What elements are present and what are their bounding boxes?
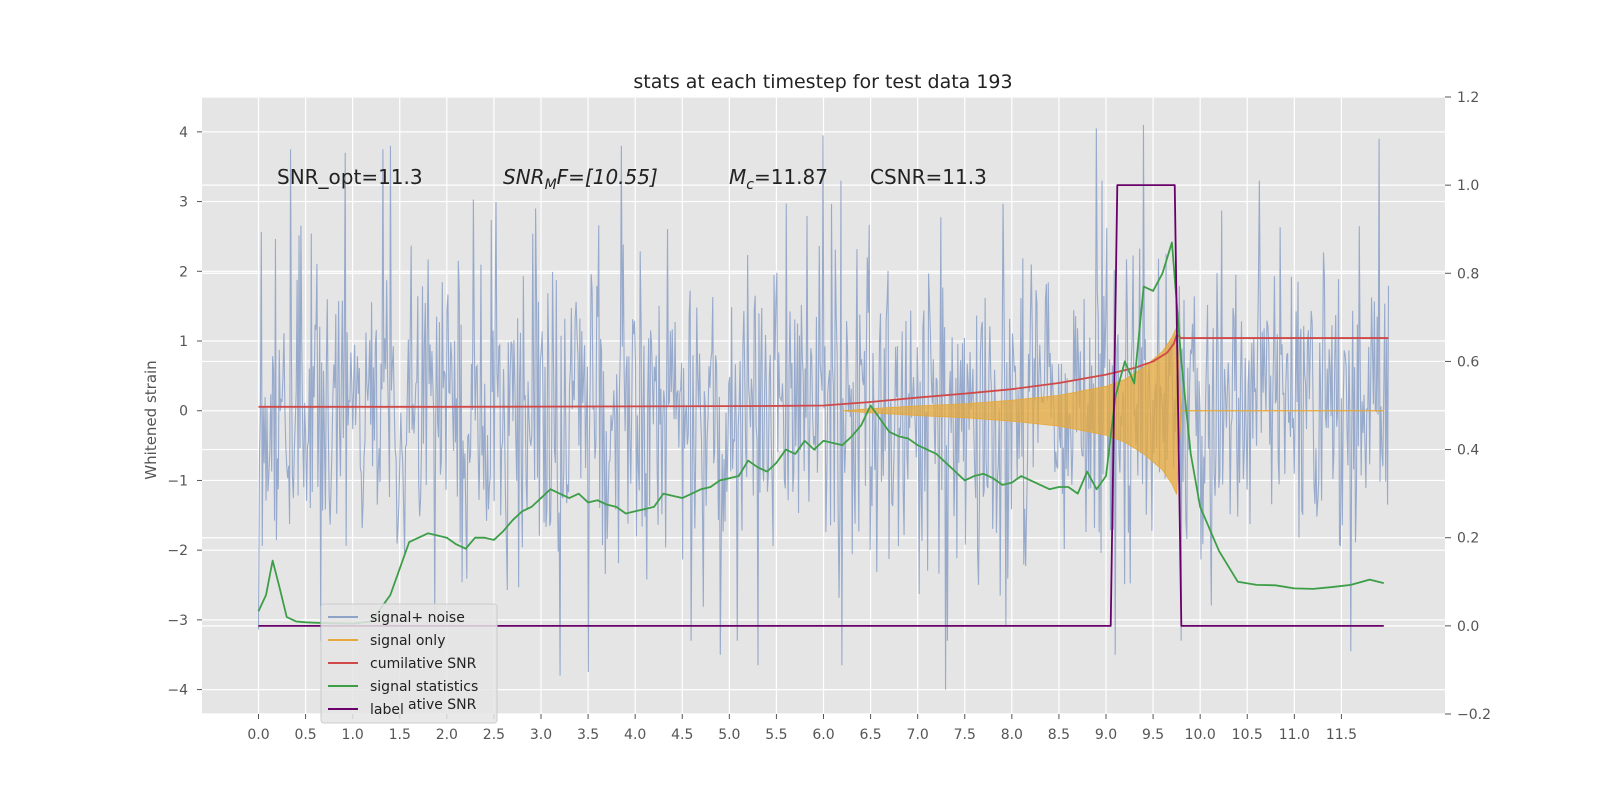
y2-tick-label-5: 0.8 bbox=[1457, 266, 1479, 282]
x-axis: 0.0 0.5 1.0 1.5 2.0 2.5 3.0 3.5 4.0 4.5 5.0 5.5 6.0 6… bbox=[247, 714, 1357, 743]
y-axis-label: Whitened strain bbox=[142, 360, 160, 479]
x-tick-label-1: 0.5 bbox=[294, 727, 316, 743]
signal-only-envelope bbox=[842, 326, 1182, 495]
annotation-snr-opt: SNR_opt=11.3 bbox=[277, 165, 423, 189]
annotation-mc-name: M bbox=[729, 165, 746, 189]
annotation-mc-rest: =11.87 bbox=[754, 165, 828, 189]
y2-tick-label-6: 1.0 bbox=[1457, 178, 1479, 194]
x-tick-label-16: 8.0 bbox=[1001, 727, 1023, 743]
x-tick-label-4: 2.0 bbox=[436, 727, 458, 743]
signal-noise-line bbox=[257, 124, 1390, 690]
x-tick-label-13: 6.5 bbox=[859, 727, 881, 743]
legend-label-0: signal+ noise bbox=[370, 610, 465, 626]
cumulative-snr-line bbox=[258, 334, 1389, 408]
y2-tick-label-0: −0.2 bbox=[1457, 707, 1491, 723]
x-tick-label-21: 10.5 bbox=[1232, 727, 1263, 743]
annotation-csnr: CSNR=11.3 bbox=[870, 165, 987, 189]
x-tick-label-2: 1.0 bbox=[342, 727, 364, 743]
x-tick-label-19: 9.5 bbox=[1142, 727, 1164, 743]
x-tick-label-20: 10.0 bbox=[1185, 727, 1216, 743]
x-tick-label-10: 5.0 bbox=[718, 727, 740, 743]
legend-label-2: cumilative SNR bbox=[370, 656, 477, 672]
y2-tick-label-4: 0.6 bbox=[1457, 354, 1479, 370]
y-tick-label-4: 0 bbox=[179, 404, 188, 420]
signal-only-series bbox=[842, 326, 1384, 495]
x-tick-label-12: 6.0 bbox=[812, 727, 834, 743]
x-tick-label-17: 8.5 bbox=[1048, 727, 1070, 743]
x-tick-label-3: 1.5 bbox=[389, 727, 411, 743]
legend-label-4: label bbox=[370, 702, 404, 718]
annotation-snr-mf: SNRMF=[10.55] bbox=[503, 165, 658, 193]
y-tick-label-7: 3 bbox=[179, 195, 188, 211]
annotation-snr-mf-name: SNR bbox=[503, 165, 545, 189]
annotation-mc: Mc=11.87 bbox=[729, 165, 828, 193]
annotation-snr-mf-sub: M bbox=[545, 177, 557, 193]
y-tick-label-5: 1 bbox=[179, 334, 188, 350]
signal-noise-series bbox=[257, 124, 1390, 690]
x-tick-label-11: 5.5 bbox=[765, 727, 787, 743]
y-tick-label-2: −2 bbox=[167, 543, 188, 559]
label-line bbox=[258, 184, 1384, 627]
y-tick-label-6: 2 bbox=[179, 264, 188, 280]
y-tick-label-3: −1 bbox=[167, 473, 188, 489]
x-tick-label-7: 3.5 bbox=[577, 727, 599, 743]
x-tick-label-23: 11.5 bbox=[1326, 727, 1357, 743]
legend-label-3: signal statistics bbox=[370, 679, 478, 695]
x-tick-label-14: 7.0 bbox=[907, 727, 929, 743]
y2-axis: −0.2 0.0 0.2 0.4 0.6 0.8 1.0 1.2 bbox=[1445, 90, 1491, 723]
x-tick-label-6: 3.0 bbox=[530, 727, 552, 743]
x-tick-label-15: 7.5 bbox=[954, 727, 976, 743]
y-tick-label-1: −3 bbox=[167, 613, 188, 629]
x-tick-label-5: 2.5 bbox=[483, 727, 505, 743]
signal-statistics-line bbox=[257, 241, 1385, 625]
y-tick-label-0: −4 bbox=[167, 683, 188, 699]
y2-tick-label-2: 0.2 bbox=[1457, 531, 1479, 547]
x-tick-label-9: 4.5 bbox=[671, 727, 693, 743]
y-axis: −4 −3 −2 −1 0 1 2 3 4 bbox=[167, 125, 202, 699]
x-tick-label-0: 0.0 bbox=[247, 727, 269, 743]
legend-box bbox=[320, 603, 498, 724]
y2-tick-label-7: 1.2 bbox=[1457, 90, 1479, 106]
chart-title: stats at each timestep for test data 193 bbox=[633, 71, 1012, 93]
x-tick-label-18: 9.0 bbox=[1095, 727, 1117, 743]
legend-label-1: signal only bbox=[370, 633, 445, 649]
y2-tick-label-1: 0.0 bbox=[1457, 619, 1479, 635]
annotation-mc-sub: c bbox=[746, 177, 754, 193]
annotation-snr-mf-rest: F=[10.55] bbox=[557, 165, 658, 189]
line-series bbox=[257, 184, 1389, 627]
x-tick-label-22: 11.0 bbox=[1279, 727, 1310, 743]
legend: signal+ noise signal only cumilative SNR si… bbox=[320, 603, 498, 724]
y2-tick-label-3: 0.4 bbox=[1457, 443, 1479, 459]
y-tick-label-8: 4 bbox=[179, 125, 188, 141]
x-tick-label-8: 4.0 bbox=[624, 727, 646, 743]
